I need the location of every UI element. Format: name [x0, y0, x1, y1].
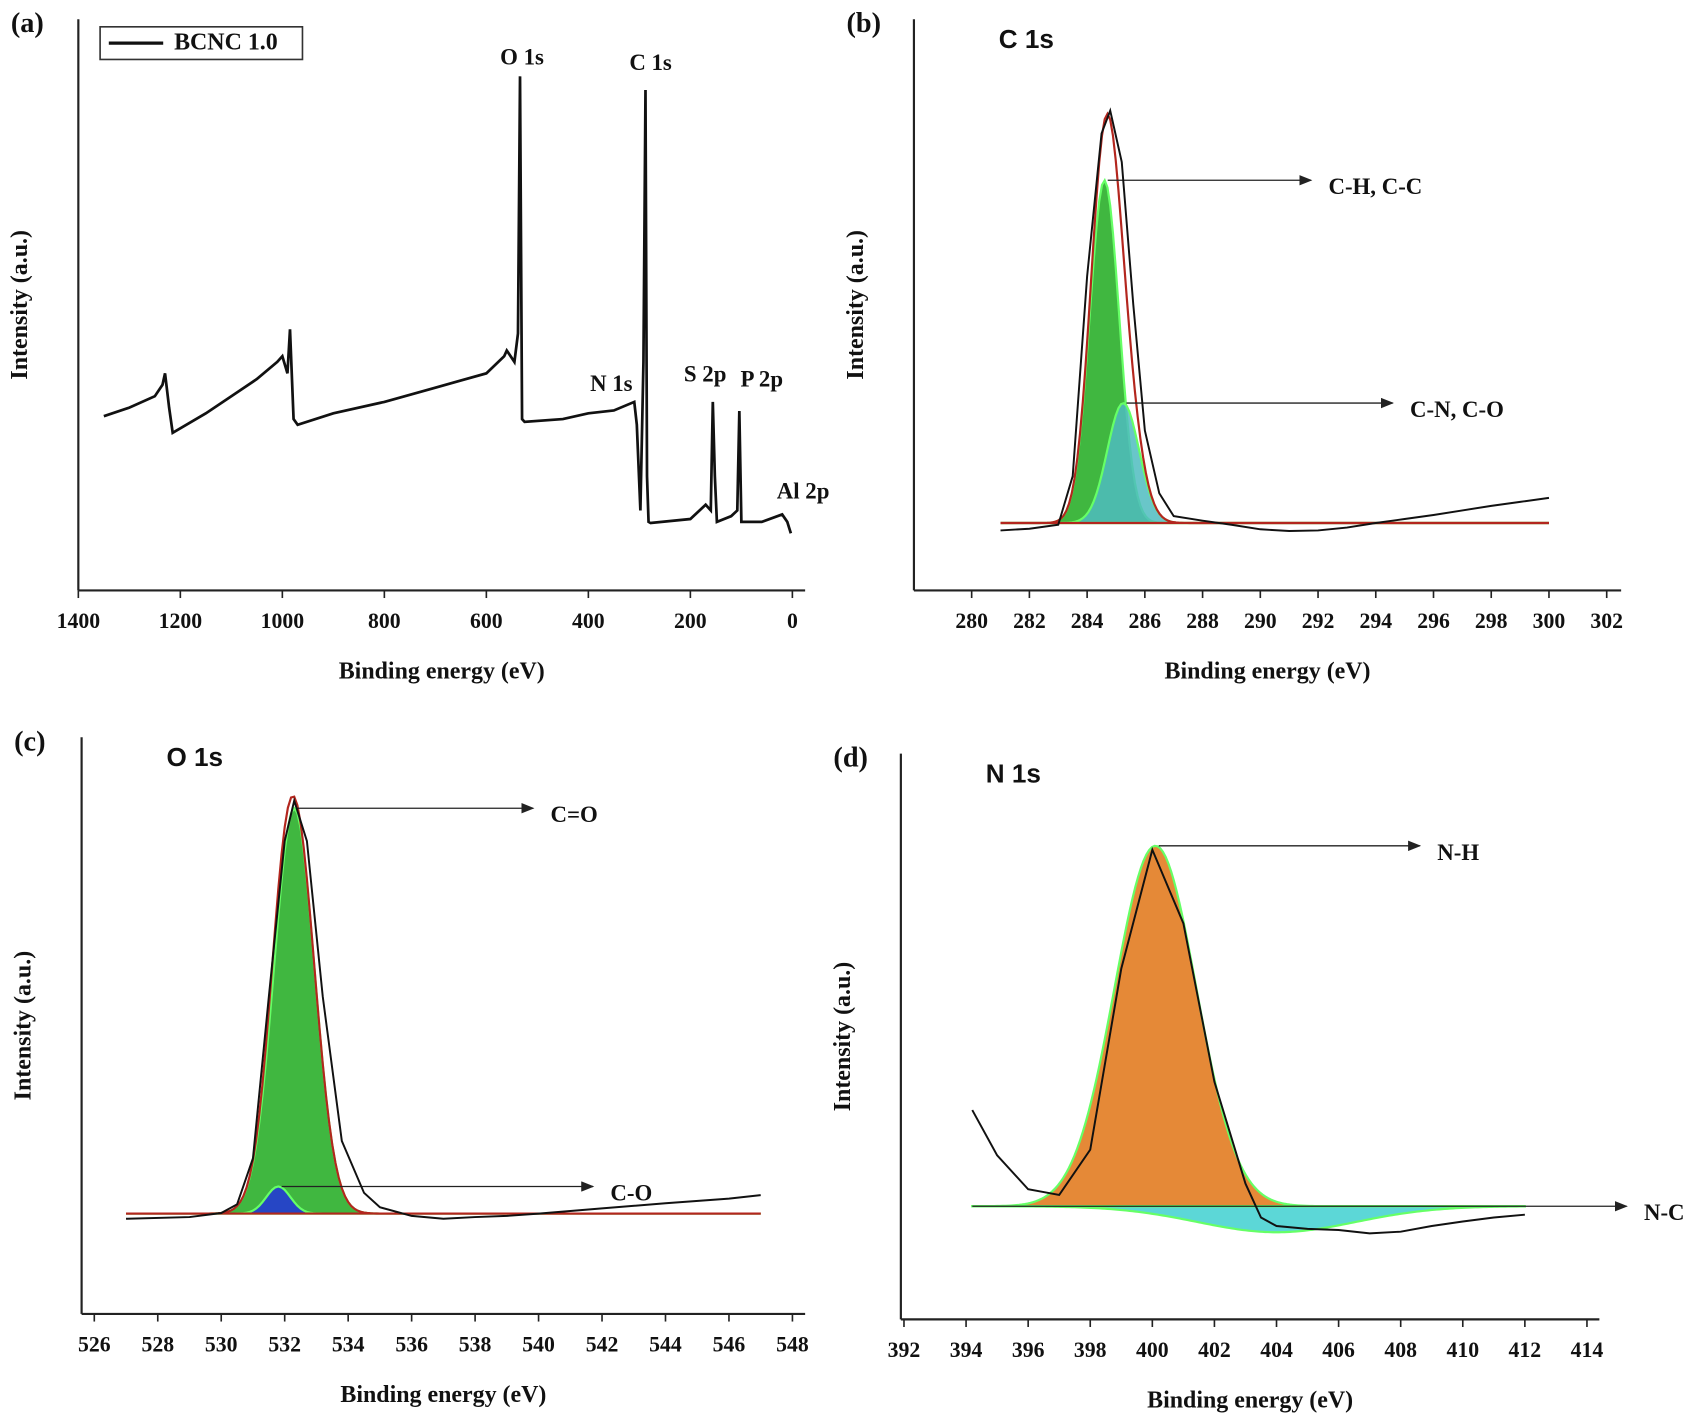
- peak-annotation: C 1s: [629, 50, 672, 75]
- x-tick-label: 412: [1509, 1338, 1542, 1362]
- x-tick-label: 280: [955, 609, 988, 633]
- peak-label: C-O: [610, 1180, 652, 1205]
- x-tick-label: 1000: [261, 609, 305, 633]
- panel-label: (b): [846, 8, 881, 39]
- x-tick-label: 410: [1446, 1338, 1479, 1362]
- x-tick-label: 536: [395, 1333, 428, 1357]
- peak-label: C=O: [551, 802, 598, 827]
- y-axis-label: Intensity (a.u.): [843, 230, 869, 380]
- peak-component: [971, 844, 1525, 1208]
- spectrum-line: [1000, 107, 1550, 532]
- peak-annotation: P 2p: [741, 367, 784, 392]
- panel-label: (c): [14, 726, 45, 757]
- peak-component: [126, 806, 761, 1215]
- peak-label: N-H: [1437, 840, 1479, 865]
- peak-annotation: S 2p: [684, 361, 727, 386]
- peak-annotation: N 1s: [590, 371, 633, 396]
- fit-envelope: [1000, 111, 1549, 525]
- x-tick-label: 398: [1074, 1338, 1107, 1362]
- x-axis-label: Binding energy (eV): [339, 659, 545, 685]
- panel-title: C 1s: [999, 24, 1054, 54]
- x-tick-label: 290: [1244, 609, 1277, 633]
- x-axis-label: Binding energy (eV): [1147, 1388, 1353, 1414]
- x-tick-label: 402: [1198, 1338, 1231, 1362]
- x-tick-label: 526: [78, 1333, 111, 1357]
- peak-label: C-H, C-C: [1328, 174, 1422, 199]
- x-axis-label: Binding energy (eV): [1165, 659, 1371, 685]
- x-axis-label: Binding energy (eV): [340, 1382, 546, 1408]
- peak-component: [1000, 177, 1549, 525]
- x-tick-label: 532: [268, 1333, 301, 1357]
- y-axis-label: Intensity (a.u.): [830, 962, 856, 1112]
- x-tick-label: 0: [787, 609, 798, 633]
- peak-label: C-N, C-O: [1410, 397, 1504, 422]
- spectrum-line: [971, 846, 1525, 1235]
- peak-component: [971, 1205, 1526, 1234]
- x-tick-label: 800: [368, 609, 401, 633]
- x-tick-label: 408: [1384, 1338, 1417, 1362]
- spectrum-line: [126, 797, 761, 1220]
- peak-annotation: O 1s: [500, 44, 544, 69]
- x-tick-label: 404: [1260, 1338, 1293, 1362]
- panel-label: (d): [833, 743, 868, 774]
- x-tick-label: 544: [649, 1333, 682, 1357]
- x-tick-label: 294: [1359, 609, 1392, 633]
- x-tick-label: 400: [572, 609, 605, 633]
- x-tick-label: 540: [522, 1333, 555, 1357]
- x-tick-label: 1200: [159, 609, 203, 633]
- x-tick-label: 298: [1475, 609, 1508, 633]
- x-tick-label: 530: [205, 1333, 238, 1357]
- x-tick-label: 538: [459, 1333, 492, 1357]
- x-tick-label: 1400: [57, 609, 101, 633]
- x-tick-label: 600: [470, 609, 503, 633]
- x-tick-label: 296: [1417, 609, 1450, 633]
- x-tick-label: 414: [1571, 1338, 1604, 1362]
- x-tick-label: 528: [141, 1333, 174, 1357]
- x-tick-label: 300: [1533, 609, 1566, 633]
- x-tick-label: 400: [1136, 1338, 1169, 1362]
- x-tick-label: 282: [1013, 609, 1046, 633]
- x-tick-label: 392: [888, 1338, 921, 1362]
- x-tick-label: 302: [1590, 609, 1623, 633]
- fit-envelope: [126, 795, 761, 1215]
- x-tick-label: 292: [1302, 609, 1335, 633]
- panel-label: (a): [11, 8, 44, 39]
- x-tick-label: 286: [1129, 609, 1162, 633]
- y-axis-label: Intensity (a.u.): [7, 230, 33, 380]
- x-tick-label: 394: [950, 1338, 983, 1362]
- x-tick-label: 200: [674, 609, 707, 633]
- x-tick-label: 406: [1322, 1338, 1355, 1362]
- peak-component: [126, 1185, 761, 1215]
- x-tick-label: 546: [713, 1333, 746, 1357]
- peak-annotation: Al 2p: [777, 479, 830, 504]
- legend-label: BCNC 1.0: [174, 30, 278, 56]
- spectrum-line: [103, 76, 793, 534]
- x-tick-label: 284: [1071, 609, 1104, 633]
- x-tick-label: 548: [776, 1333, 809, 1357]
- x-tick-label: 396: [1012, 1338, 1045, 1362]
- x-tick-label: 542: [586, 1333, 619, 1357]
- x-tick-label: 534: [332, 1333, 365, 1357]
- x-tick-label: 288: [1186, 609, 1219, 633]
- y-axis-label: Intensity (a.u.): [11, 951, 37, 1101]
- panel-title: O 1s: [166, 742, 223, 772]
- panel-title: N 1s: [986, 758, 1041, 788]
- peak-label: N-C: [1644, 1200, 1685, 1225]
